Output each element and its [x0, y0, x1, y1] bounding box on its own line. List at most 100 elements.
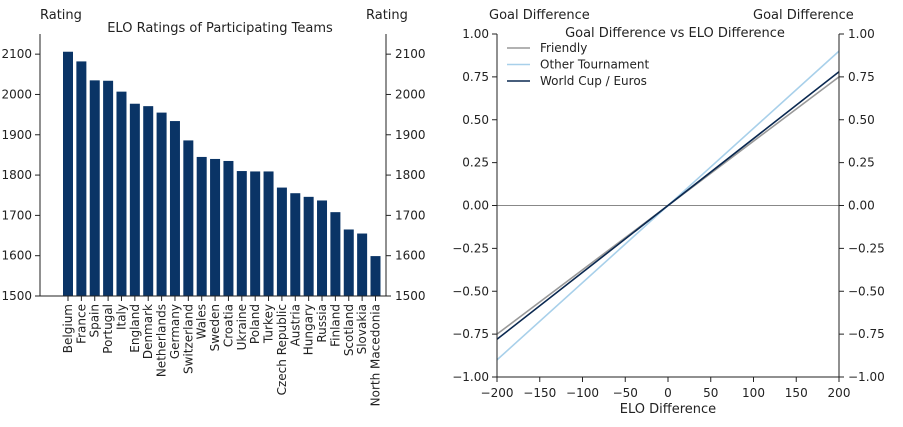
- bar-xtick-label: Croatia: [221, 304, 235, 347]
- bar-ytick-right-label: 2000: [395, 87, 426, 101]
- bar-chart-x-axis: Belgium France Spain Portugal Italy England De…: [61, 296, 383, 406]
- bar-ytick-left-label: 1500: [1, 289, 32, 303]
- bar: [183, 140, 194, 296]
- bar-xtick-label: England: [128, 304, 142, 353]
- line-ytick-right-label: 1.00: [848, 27, 875, 41]
- bar: [76, 61, 87, 297]
- bar-ytick-right-label: 2100: [395, 47, 426, 61]
- bar-chart-title: ELO Ratings of Participating Teams: [107, 21, 333, 36]
- bar-ytick-right-label: 1700: [395, 208, 426, 222]
- bar-xtick-label: Belgium: [61, 304, 75, 353]
- bar: [236, 171, 247, 296]
- line-ytick-right-label: 0.00: [848, 199, 875, 213]
- bar-xtick-label: Russia: [315, 304, 329, 343]
- bar-ytick-left-label: 2000: [1, 87, 32, 101]
- bar-xtick-label: Scotland: [342, 304, 356, 356]
- line-chart-right-axis: −1.00 −0.75 −0.50 −0.25 0.00 0.25 0.50 0.75 1.00: [839, 27, 885, 384]
- bar-xtick-label: Poland: [248, 304, 262, 344]
- bar-xtick-label: Austria: [288, 304, 302, 346]
- line-chart-xlabel: ELO Difference: [620, 402, 716, 417]
- bar-xtick-label: Hungary: [302, 304, 316, 355]
- line-ytick-left-label: 0.00: [462, 199, 489, 213]
- line-chart-ylabel-right: Goal Difference: [753, 8, 854, 23]
- bar-chart-bars: [63, 51, 381, 297]
- legend: Friendly Other Tournament World Cup / Euro…: [507, 41, 649, 88]
- bar-xtick-label: Portugal: [101, 304, 115, 354]
- bar: [330, 212, 341, 296]
- line-ytick-left-label: 0.50: [462, 113, 489, 127]
- line-ytick-right-label: −0.50: [848, 284, 885, 298]
- line-ytick-left-label: 1.00: [462, 27, 489, 41]
- bar: [169, 121, 180, 297]
- bar-chart-left-axis: 1500 1600 1700 1800 1900 2000 2100: [1, 47, 40, 303]
- bar-ytick-left-label: 1800: [1, 168, 32, 182]
- bar-xtick-label: Sweden: [208, 304, 222, 351]
- bar: [63, 51, 73, 297]
- bar: [370, 256, 381, 296]
- bar-ytick-right-label: 1900: [395, 128, 426, 142]
- line-xtick-label: −50: [613, 386, 638, 400]
- line-ytick-left-label: −0.75: [452, 327, 489, 341]
- line-ytick-right-label: −1.00: [848, 370, 885, 384]
- legend-label: Other Tournament: [540, 58, 649, 72]
- bar-xtick-label: Turkey: [262, 304, 276, 344]
- bar-ytick-left-label: 1700: [1, 208, 32, 222]
- bar: [290, 193, 301, 296]
- line-xtick-label: −150: [523, 386, 556, 400]
- bar: [303, 196, 314, 296]
- bar-xtick-label: Switzerland: [181, 304, 195, 374]
- line-ytick-left-label: −0.25: [452, 241, 489, 255]
- line-ytick-left-label: −1.00: [452, 370, 489, 384]
- line-chart-ylabel-left: Goal Difference: [489, 8, 590, 23]
- elo-bar-chart: ELO Ratings of Participating Teams Ratin…: [1, 8, 425, 406]
- bar: [263, 171, 274, 296]
- bar-ytick-right-label: 1500: [395, 289, 426, 303]
- bar: [276, 187, 287, 296]
- bar: [210, 158, 221, 296]
- bar-xtick-label: Germany: [168, 304, 182, 359]
- line-chart-x-axis: −200 −150 −100 −50 0 50 100 150 200: [481, 377, 851, 400]
- line-ytick-left-label: −0.50: [452, 284, 489, 298]
- line-ytick-right-label: −0.25: [848, 241, 885, 255]
- bar-chart-right-axis: 1500 1600 1700 1800 1900 2000 2100: [386, 47, 426, 303]
- bar: [103, 80, 114, 296]
- line-chart-left-axis: −1.00 −0.75 −0.50 −0.25 0.00 0.25 0.50 0.75 1.00: [452, 27, 497, 384]
- bar: [357, 233, 368, 296]
- line-ytick-left-label: 0.25: [462, 156, 489, 170]
- bar: [250, 171, 261, 296]
- line-chart-title: Goal Difference vs ELO Difference: [565, 26, 785, 41]
- bar-xtick-label: Spain: [88, 304, 102, 338]
- bar-ytick-left-label: 1600: [1, 249, 32, 263]
- bar-xtick-label: Finland: [328, 304, 342, 347]
- line-chart-series: [496, 50, 840, 361]
- bar-xtick-label: Italy: [114, 304, 128, 330]
- legend-label: Friendly: [540, 41, 587, 55]
- bar-ytick-left-label: 2100: [1, 47, 32, 61]
- line-xtick-label: −200: [481, 386, 514, 400]
- line-ytick-right-label: −0.75: [848, 327, 885, 341]
- bar-xtick-label: Ukraine: [235, 304, 249, 350]
- bar-xtick-label: North Macedonia: [369, 304, 383, 406]
- bar: [116, 91, 127, 296]
- bar: [129, 103, 140, 297]
- bar-xtick-label: Netherlands: [155, 304, 169, 377]
- line-ytick-left-label: 0.75: [462, 70, 489, 84]
- line-xtick-label: 100: [742, 386, 765, 400]
- bar: [343, 229, 354, 296]
- legend-label: World Cup / Euros: [540, 74, 647, 88]
- line-xtick-label: 50: [703, 386, 718, 400]
- bar-xtick-label: Slovakia: [355, 304, 369, 354]
- goal-diff-line-chart: Goal Difference vs ELO Difference Goal D…: [452, 8, 885, 417]
- bar-xtick-label: Wales: [195, 304, 209, 339]
- bar: [89, 80, 100, 296]
- line-ytick-right-label: 0.50: [848, 113, 875, 127]
- bar: [156, 112, 167, 296]
- bar: [317, 200, 328, 296]
- line-ytick-right-label: 0.75: [848, 70, 875, 84]
- line-xtick-label: −100: [566, 386, 599, 400]
- line-xtick-label: 200: [828, 386, 851, 400]
- bar-ytick-right-label: 1600: [395, 249, 426, 263]
- bar-chart-ylabel-right: Rating: [366, 8, 408, 23]
- series-line: [496, 71, 840, 340]
